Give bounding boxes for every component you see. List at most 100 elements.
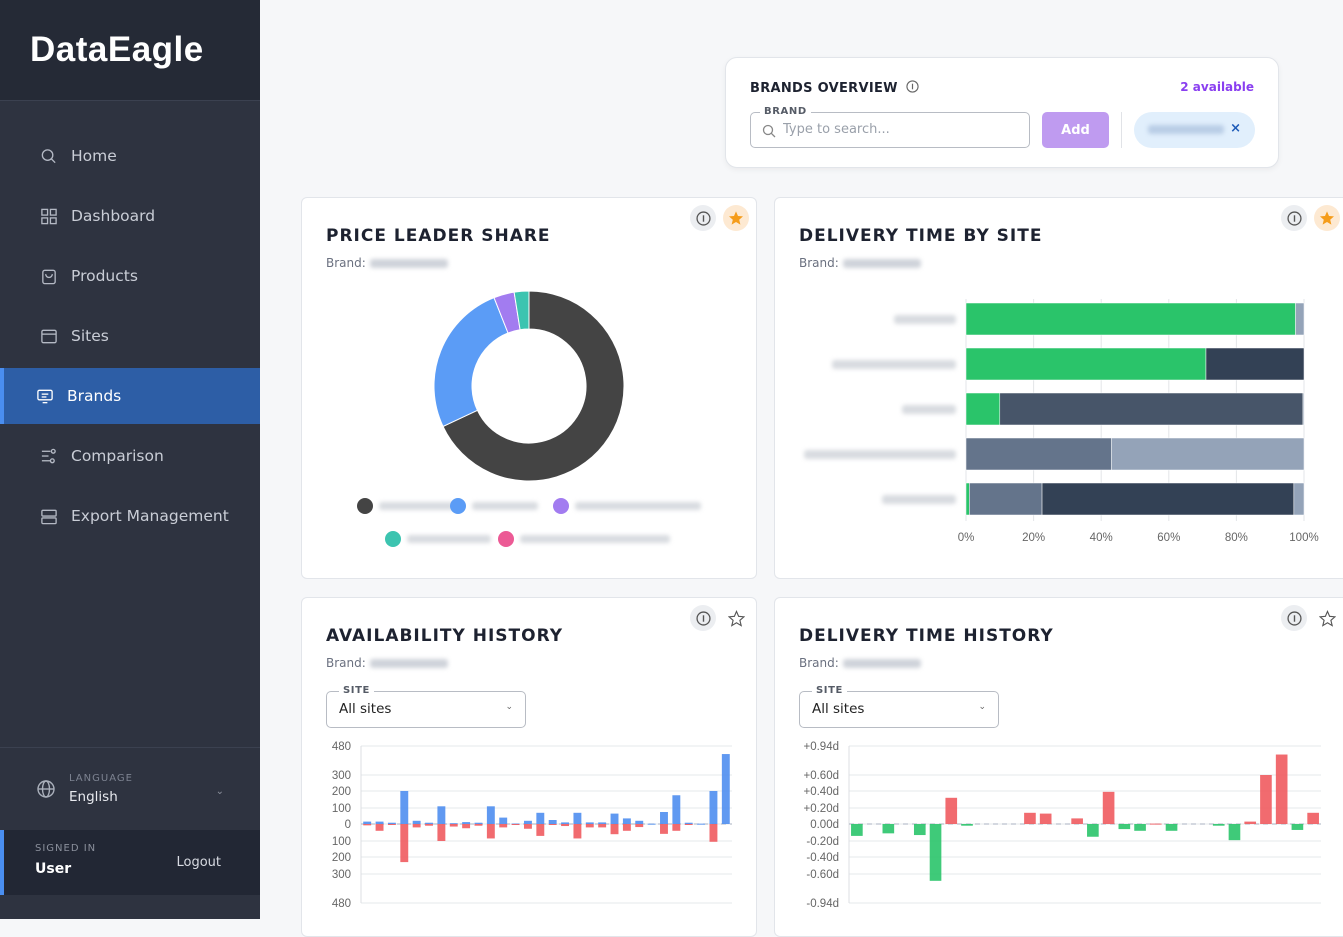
bar-segment: [1111, 437, 1305, 471]
legend-label: [575, 502, 701, 510]
bar: [622, 824, 631, 831]
sidebar: DataEagle Home Dashboard Products Sites Bran…: [0, 0, 260, 919]
sidebar-item-label: Products: [71, 267, 138, 285]
favorite-button[interactable]: [723, 205, 749, 231]
close-icon[interactable]: ×: [1230, 121, 1241, 136]
add-button[interactable]: Add: [1042, 112, 1109, 148]
y-tick-label: -0.40d: [806, 852, 839, 864]
site-select[interactable]: SITE All sites ⌄: [326, 685, 526, 728]
brand-value: [369, 259, 448, 268]
info-icon: [1286, 210, 1302, 226]
bar: [412, 820, 421, 824]
sidebar-item-brands[interactable]: Brands: [0, 368, 260, 424]
favorite-button[interactable]: [1314, 605, 1340, 631]
bar: [1071, 818, 1083, 824]
y-tick-label: -0.94d: [806, 898, 839, 910]
brand-filter-label: Brand:: [799, 256, 921, 270]
bar: [1024, 812, 1036, 824]
bar: [635, 824, 644, 828]
chevron-down-icon: ⌄: [505, 702, 513, 712]
user-name: User: [35, 861, 72, 877]
stacked-bar-chart: 0% 20% 40% 60% 80% 100%: [804, 299, 1319, 544]
brand-search-field[interactable]: BRAND: [750, 106, 1030, 148]
logout-button[interactable]: Logout: [176, 855, 221, 870]
bar: [523, 820, 532, 824]
info-button[interactable]: [1281, 605, 1307, 631]
favorite-button[interactable]: [1314, 205, 1340, 231]
chevron-down-icon: ⌄: [978, 702, 986, 712]
brand-search-input[interactable]: [783, 122, 1013, 137]
site-select-label: SITE: [339, 685, 374, 696]
legend-label: [379, 502, 455, 510]
bar: [437, 806, 446, 824]
y-tick-label: 300: [332, 770, 351, 782]
sidebar-item-home[interactable]: Home: [0, 128, 260, 184]
logo[interactable]: DataEagle: [0, 0, 260, 101]
y-tick-label: -0.60d: [806, 869, 839, 881]
bar: [598, 822, 607, 824]
info-icon[interactable]: [906, 80, 919, 93]
bar: [1275, 754, 1288, 824]
brand-value: [369, 659, 448, 668]
info-icon: [695, 210, 711, 226]
legend-label: [472, 502, 538, 510]
info-button[interactable]: [690, 205, 716, 231]
sidebar-item-dashboard[interactable]: Dashboard: [0, 188, 260, 244]
bar: [684, 824, 693, 825]
bar: [660, 824, 668, 834]
site-select-value: All sites: [812, 701, 865, 717]
x-tick-label: 60%: [1157, 532, 1180, 544]
site-label: [832, 360, 956, 369]
bar: [449, 824, 458, 827]
bar-segment: [1295, 302, 1305, 336]
favorite-button[interactable]: [723, 605, 749, 631]
sidebar-item-sites[interactable]: Sites: [0, 308, 260, 364]
star-outline-icon: [1318, 609, 1336, 627]
legend-label: [407, 535, 491, 543]
brand-chip-label: [1148, 125, 1224, 134]
bar: [721, 754, 730, 824]
sidebar-item-export-management[interactable]: Export Management: [0, 488, 260, 544]
site-label: [902, 405, 956, 414]
donut-chart: [357, 290, 701, 547]
card-title: AVAILABILITY HISTORY: [326, 626, 564, 646]
sidebar-item-comparison[interactable]: Comparison: [0, 428, 260, 484]
bar: [561, 822, 570, 824]
y-tick-label: 200: [332, 786, 351, 798]
x-tick-label: 100%: [1289, 532, 1318, 544]
bar: [387, 824, 396, 825]
site-select[interactable]: SITE All sites ⌄: [799, 685, 999, 728]
bar: [945, 797, 958, 824]
browser-icon: [40, 327, 58, 345]
grid-icon: [40, 207, 58, 225]
info-button[interactable]: [690, 605, 716, 631]
sidebar-item-label: Brands: [67, 387, 122, 405]
bar: [1087, 824, 1099, 837]
brand-chip[interactable]: ×: [1134, 112, 1255, 148]
bar: [375, 821, 384, 824]
globe-icon: [37, 780, 55, 798]
brand-field-label: BRAND: [760, 106, 811, 117]
signed-in-label: SIGNED IN: [35, 843, 97, 854]
brands-overview-title: BRANDS OVERVIEW: [750, 80, 919, 96]
sidebar-item-products[interactable]: Products: [0, 248, 260, 304]
sidebar-item-label: Dashboard: [71, 207, 156, 225]
info-icon: [1286, 610, 1302, 626]
bar: [709, 824, 718, 842]
info-button[interactable]: [1281, 205, 1307, 231]
language-selector[interactable]: LANGUAGE English ⌄: [0, 747, 260, 830]
bar: [882, 824, 895, 834]
bar: [573, 812, 582, 824]
bar: [672, 795, 681, 824]
bar: [913, 824, 926, 836]
bar: [1102, 791, 1115, 824]
delivery-time-history-card: DELIVERY TIME HISTORY Brand: SITE All sit…: [774, 597, 1343, 937]
legend-marker: [357, 498, 373, 514]
bar-segment: [965, 482, 970, 516]
search-icon: [762, 124, 776, 138]
card-title: DELIVERY TIME HISTORY: [799, 626, 1054, 646]
bar: [536, 824, 545, 836]
delivery-time-by-site-card: DELIVERY TIME BY SITE Brand: 0% 20% 40% 60%…: [774, 197, 1343, 579]
bar: [851, 824, 863, 836]
bar: [523, 824, 532, 829]
